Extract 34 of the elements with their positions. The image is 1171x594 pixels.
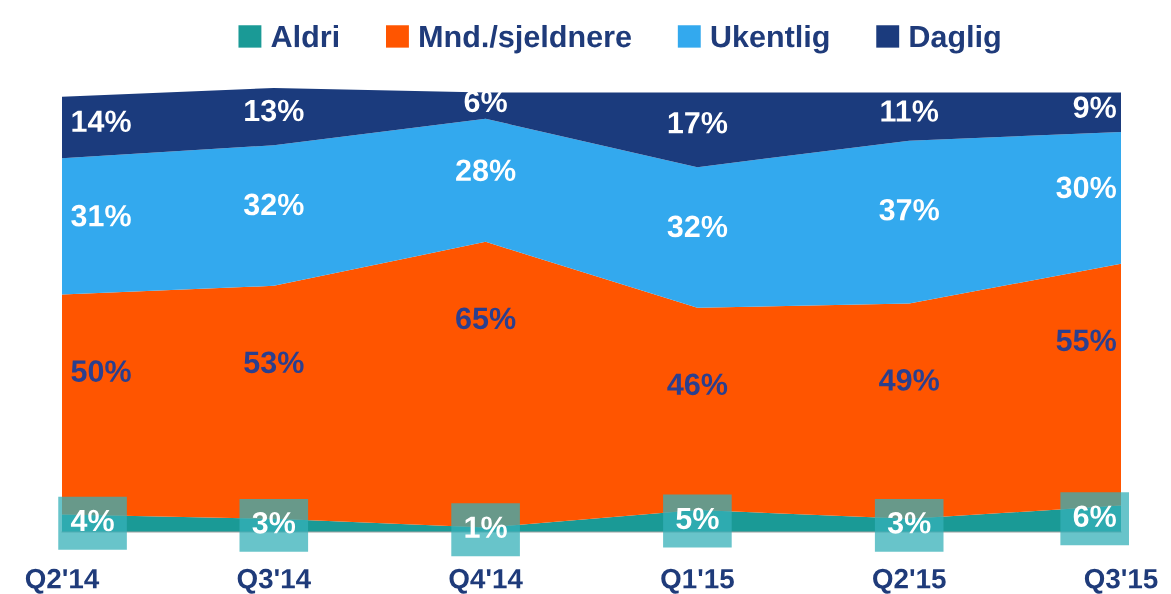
legend-label: Aldri [271,24,338,48]
x-tick-label: Q3'14 [237,568,311,594]
data-label: 17% [668,111,728,134]
x-tick-label: Q3'15 [1084,568,1158,594]
data-label: 53% [244,351,304,374]
data-label: 46% [667,373,728,396]
data-label: 49% [879,369,939,391]
data-label: 65% [456,307,516,330]
data-label: 3% [887,511,931,534]
data-label: 28% [456,159,516,182]
data-label: 14% [72,110,131,133]
x-tick-label: Q1'15 [661,568,734,594]
data-label: 11% [881,100,939,122]
data-label: 6% [1073,505,1116,528]
data-label: 30% [1056,176,1116,199]
data-label: 37% [879,198,939,221]
legend-label: Mnd./sjeldnere [420,24,631,54]
data-label: 13% [245,99,304,122]
x-tick-label: Q2'15 [873,568,946,594]
data-label: 3% [252,511,296,534]
data-label: 4% [70,509,114,532]
data-label: 9% [1073,96,1116,119]
x-tick-label: Q2'14 [25,568,100,594]
data-label: 6% [464,90,507,113]
data-label: 55% [1056,329,1116,352]
data-label: 31% [71,204,131,227]
data-label: 1% [465,516,507,538]
legend-label: Daglig [910,24,1000,54]
x-tick-label: Q4'14 [449,568,523,594]
legend-label: Ukentlig [711,24,829,54]
data-label: 5% [676,507,719,530]
data-label: 50% [71,360,131,382]
data-label: 32% [667,215,728,238]
data-label: 32% [243,193,304,216]
